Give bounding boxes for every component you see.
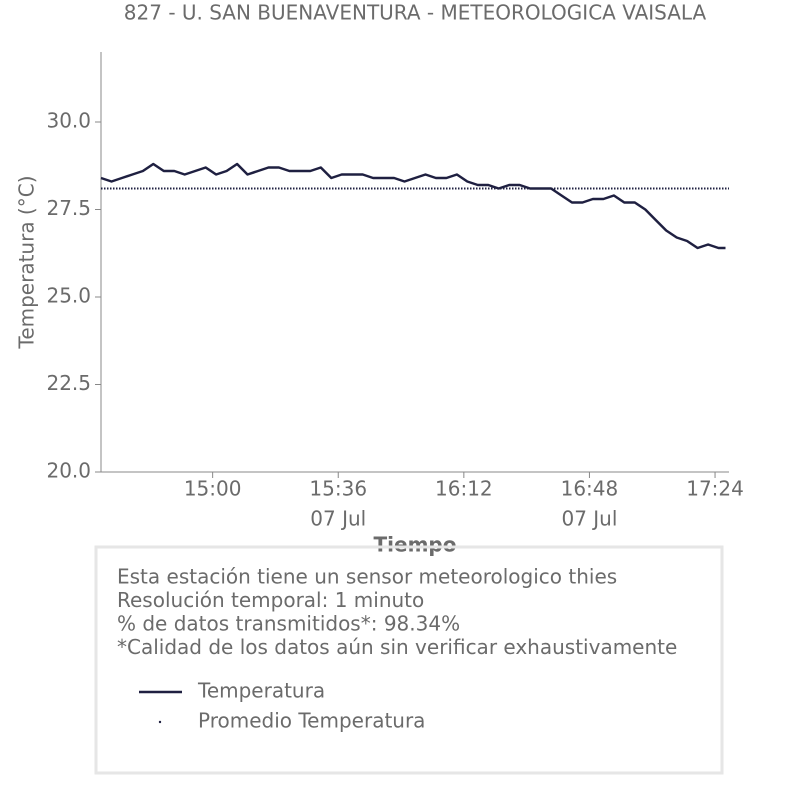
y-tick-label: 30.0 <box>46 109 91 133</box>
info-line: *Calidad de los datos aún sin verificar … <box>117 635 677 659</box>
y-tick-label: 25.0 <box>46 284 91 308</box>
info-line: Esta estación tiene un sensor meteorolog… <box>117 565 617 589</box>
legend-marker <box>158 720 162 724</box>
x-tick-date: 07 Jul <box>561 507 617 531</box>
x-tick-date: 07 Jul <box>310 507 366 531</box>
y-tick-label: 27.5 <box>46 196 91 220</box>
x-tick-label: 16:12 <box>435 477 493 501</box>
x-tick-label: 16:48 <box>561 477 619 501</box>
y-tick-label: 22.5 <box>46 371 91 395</box>
temperature-line <box>100 162 726 250</box>
x-tick-label: 15:36 <box>309 477 367 501</box>
x-axis-label: Tiempo <box>374 533 457 557</box>
info-line: % de datos transmitidos*: 98.34% <box>117 612 460 636</box>
x-tick-label: 15:00 <box>184 477 242 501</box>
x-tick-label: 17:24 <box>686 477 744 501</box>
y-tick-label: 20.0 <box>46 459 91 483</box>
info-line: Resolución temporal: 1 minuto <box>117 588 424 612</box>
y-axis-label: Temperatura (°C) <box>15 175 39 349</box>
legend-label: Temperatura <box>197 679 325 703</box>
legend-label: Promedio Temperatura <box>198 709 425 733</box>
info-box <box>94 545 724 775</box>
chart-title: 827 - U. SAN BUENAVENTURA - METEOROLOGIC… <box>124 1 707 25</box>
